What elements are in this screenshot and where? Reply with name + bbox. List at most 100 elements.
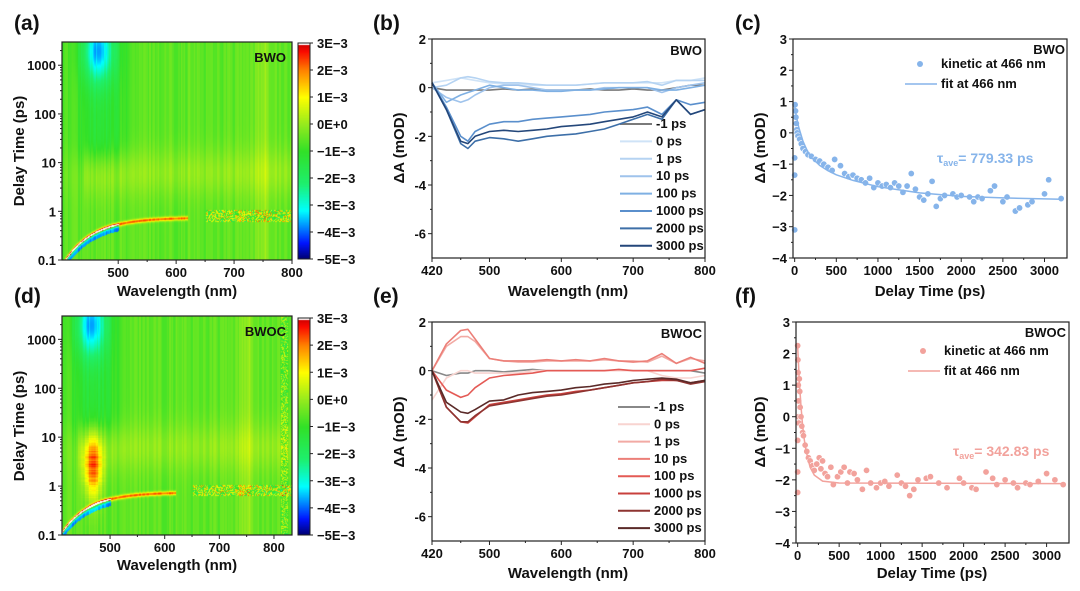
kinetic-point (1014, 484, 1022, 492)
kinetic-point (1051, 476, 1059, 484)
y-axis-title: Delay Time (ps) (11, 371, 28, 482)
y-tick-label: −1 (775, 441, 790, 456)
series-line-1ps (431, 75, 705, 89)
legend-label: 10 ps (656, 168, 689, 183)
colorbar (298, 318, 310, 535)
series-line-1ps (431, 335, 706, 372)
tau-annotation: τave= 342.83 ps (953, 443, 1050, 461)
y-tick-label: 1 (780, 95, 787, 110)
y-tick-label: 0 (783, 410, 790, 425)
kinetic-point (831, 155, 839, 163)
y-tick-label: 2 (780, 63, 787, 78)
legend-point-marker (920, 348, 926, 354)
y-axis-title: ΔA (mOD) (391, 396, 408, 467)
kinetic-point (872, 484, 880, 492)
colorbar-tick-label: −4E−3 (317, 225, 355, 240)
kinetic-point (840, 463, 848, 471)
x-tick-label: 600 (550, 263, 572, 278)
series-line-10ps (431, 328, 706, 372)
colorbar-tick-label: 0E+0 (317, 392, 348, 407)
legend-label: 0 ps (656, 133, 682, 148)
kinetic-point (955, 474, 963, 482)
series-line-2000ps (431, 82, 706, 150)
x-axis-title: Wavelength (nm) (117, 283, 237, 300)
x-tick-label: 500 (828, 548, 850, 563)
kinetic-point (895, 182, 903, 190)
x-tick-label: 700 (622, 263, 644, 278)
legend-label: 2000 ps (654, 503, 702, 518)
y-tick-label: 0.1 (38, 528, 56, 543)
x-tick-label: 0 (791, 263, 798, 278)
kinetic-point (972, 485, 980, 493)
tau-symbol: τ (937, 150, 944, 166)
x-tick-label: 2500 (991, 548, 1020, 563)
kinetic-point (885, 482, 893, 490)
kinetic-point (796, 403, 804, 411)
sample-label: BWOC (661, 326, 703, 341)
kinetic-point (906, 492, 914, 500)
panel-f: (f) kinetic at 466 nm fit at 466 nm τave= 3… (735, 285, 1070, 582)
x-tick-label: 3000 (1030, 263, 1059, 278)
x-tick-label: 1500 (908, 548, 937, 563)
heatmap-bwoc (62, 316, 292, 535)
y-axis-title: Delay Time (ps) (11, 96, 28, 207)
x-tick-label: 3000 (1032, 548, 1061, 563)
y-tick-label: −1 (772, 157, 787, 172)
kinetic-point (928, 177, 936, 185)
kinetic-point (914, 476, 922, 484)
panel-a: (a) 500 600 700 800 0.1 1 10 100 1000 Wavelength (… (11, 12, 303, 300)
kinetic-point (850, 470, 858, 478)
kinetic-point (1041, 190, 1049, 198)
y-tick-label: 1 (49, 204, 56, 219)
kinetic-point (1045, 176, 1053, 184)
heatmap-bwo (62, 42, 292, 260)
x-tick-label: 1000 (863, 263, 892, 278)
legend-label: 10 ps (654, 451, 687, 466)
y-tick-label: 2 (419, 315, 426, 330)
kinetic-point (907, 170, 915, 178)
x-axis-title: Delay Time (ps) (875, 283, 986, 300)
legend-label: 3000 ps (656, 238, 704, 253)
kinetic-point (837, 468, 845, 476)
colorbar-tick-label: 1E−3 (317, 90, 348, 105)
colorbar-frame (297, 42, 311, 260)
legend-label: 1 ps (654, 434, 680, 449)
y-tick-label: 3 (783, 315, 790, 330)
sample-label: BWOC (245, 324, 287, 339)
legend-fit-label: fit at 466 nm (941, 76, 1017, 91)
panel-label: (a) (14, 12, 40, 35)
sample-label: BWO (670, 43, 702, 58)
series-line-10ps (431, 82, 706, 104)
y-tick-label: 0 (780, 126, 787, 141)
y-tick-label: 10 (42, 156, 56, 171)
series-line-3000ps (431, 370, 706, 415)
kinetic-point (824, 473, 832, 481)
x-tick-label: 500 (99, 540, 121, 555)
kinetic-point (926, 473, 934, 481)
kinetic-point (1026, 481, 1034, 489)
panel-label: (b) (373, 12, 400, 35)
x-tick-label: 600 (550, 546, 572, 561)
legend-label: 100 ps (654, 468, 694, 483)
series-line-2000ps (431, 370, 706, 423)
kinetic-point (978, 195, 986, 203)
colorbar (298, 43, 310, 259)
plot-frame (431, 38, 706, 259)
series-line-1000ps (431, 82, 706, 142)
colorbar-tick-label: −2E−3 (317, 447, 355, 462)
plot-frame (61, 315, 293, 536)
y-tick-label: 1 (783, 378, 790, 393)
y-tick-label: 0.1 (38, 253, 56, 268)
x-axis-title: Delay Time (ps) (877, 565, 988, 582)
legend-label: 0 ps (654, 416, 680, 431)
x-tick-label: 1500 (905, 263, 934, 278)
x-tick-label: 0 (794, 548, 801, 563)
kinetic-point (903, 182, 911, 190)
x-tick-label: 700 (223, 265, 245, 280)
x-tick-label: 500 (825, 263, 847, 278)
legend-label: 1000 ps (654, 486, 702, 501)
kinetic-point (920, 196, 928, 204)
plot-frame (431, 321, 706, 542)
kinetic-point (1001, 476, 1009, 484)
